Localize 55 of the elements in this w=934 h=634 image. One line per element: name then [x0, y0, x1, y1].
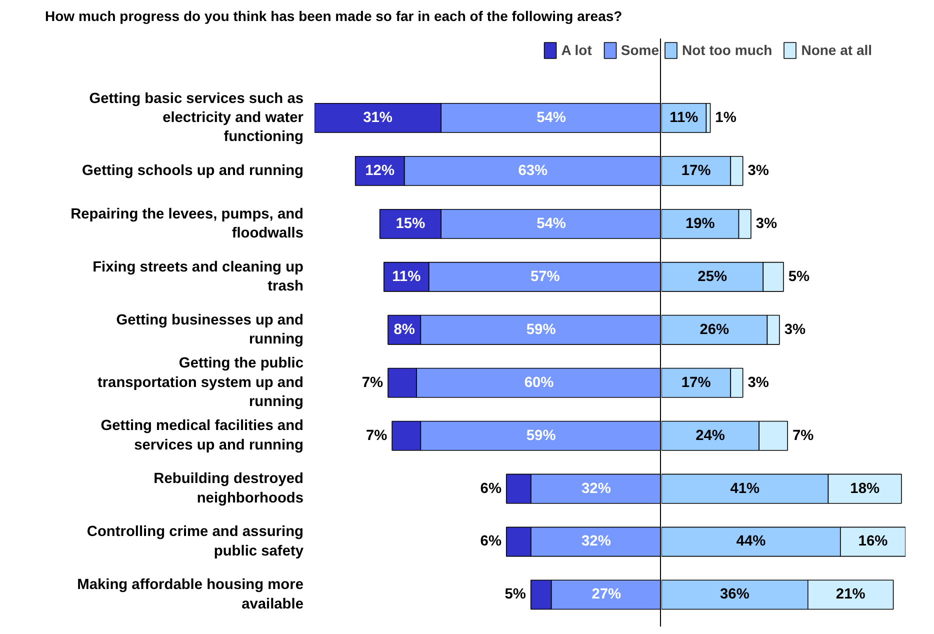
data-label: 63%: [518, 162, 548, 179]
data-label: 3%: [748, 162, 769, 179]
data-label: 32%: [582, 534, 611, 550]
data-label: 18%: [850, 480, 880, 497]
data-label: 6%: [480, 480, 502, 497]
data-label: 11%: [392, 268, 421, 285]
y-tick-label: Getting basic services such as electricity and water functioning: [89, 90, 304, 146]
data-label: 24%: [696, 428, 725, 444]
legend-label: Not too much: [682, 42, 772, 58]
data-label: 5%: [504, 586, 526, 603]
data-label: 59%: [526, 322, 556, 338]
data-label: 26%: [700, 322, 730, 338]
data-label: 54%: [536, 216, 566, 232]
y-tick-label: Making affordable housing more available: [77, 577, 304, 612]
data-label: 11%: [670, 110, 698, 126]
data-label: 1%: [715, 110, 736, 126]
data-label: 36%: [720, 586, 750, 603]
legend-label: None at all: [801, 42, 872, 58]
y-tick-label: Getting medical facilities and services up and running: [100, 418, 304, 454]
y-tick-label: Rebuilding destroyed neighborhoods: [154, 471, 304, 506]
chart-title: How much progress do you think has been made so far in each of the following areas?: [45, 7, 622, 26]
data-label: 7%: [792, 428, 814, 444]
data-label: 3%: [756, 216, 778, 232]
data-label: 8%: [394, 322, 415, 338]
data-label: 6%: [480, 534, 502, 550]
data-label: 15%: [396, 216, 426, 232]
y-tick-label: Fixing streets and cleaning up trash: [92, 259, 304, 294]
data-label: 3%: [784, 322, 806, 338]
data-label: 44%: [736, 534, 766, 550]
data-label: 3%: [748, 374, 769, 391]
data-label: 7%: [362, 374, 384, 391]
y-tick-label: Getting businesses up and running: [116, 312, 304, 348]
data-label: 27%: [592, 586, 622, 603]
data-label: 17%: [681, 162, 711, 179]
data-label: 5%: [788, 268, 810, 285]
data-label: 60%: [524, 374, 554, 391]
data-label: 59%: [526, 428, 556, 444]
data-label: 31%: [363, 110, 392, 126]
data-label: 25%: [698, 268, 728, 285]
data-label: 19%: [685, 216, 715, 232]
data-label: 17%: [681, 374, 711, 391]
legend-label: Some: [620, 42, 659, 58]
data-label: 57%: [530, 268, 560, 285]
data-label: 12%: [365, 162, 394, 179]
y-tick-label: Getting schools up and running: [82, 162, 304, 179]
data-label: 41%: [730, 480, 760, 497]
data-label: 7%: [366, 428, 388, 444]
y-tick-label: Controlling crime and assuring public safety: [86, 524, 304, 560]
y-tick-label: Repairing the levees, pumps, and floodwalls: [70, 206, 304, 242]
legend-label: A lot: [561, 42, 592, 58]
data-label: 21%: [836, 586, 866, 603]
y-tick-label: Getting the public transportation system up and running: [97, 356, 304, 410]
data-label: 16%: [858, 534, 888, 550]
data-label: 54%: [536, 110, 566, 126]
data-label: 32%: [582, 480, 611, 497]
